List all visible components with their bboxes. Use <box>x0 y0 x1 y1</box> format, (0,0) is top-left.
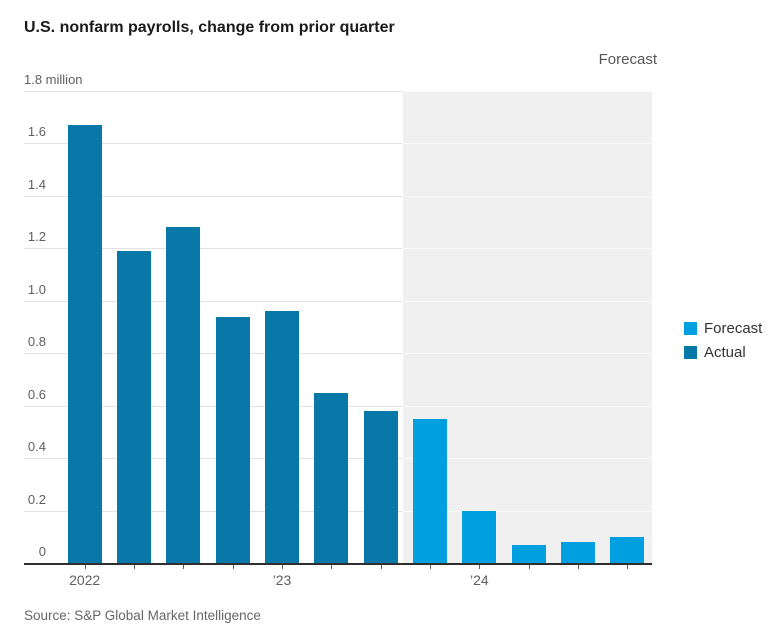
legend-swatch-icon <box>684 321 697 335</box>
source-text: Source: S&P Global Market Intelligence <box>24 608 261 623</box>
y-axis-tick-label: 0.8 <box>27 334 46 350</box>
y-axis-tick-label: 1.4 <box>27 176 46 192</box>
x-axis-tick <box>134 565 135 569</box>
forecast-region-label: Forecast <box>598 51 657 68</box>
x-axis-tick-label: ’23 <box>272 572 292 588</box>
bar-2023-q2 <box>314 392 349 563</box>
gridline <box>24 143 652 145</box>
y-axis-tick-label: 0.6 <box>27 386 46 402</box>
x-axis-tick <box>479 565 481 569</box>
y-axis-tick-label: 0.4 <box>27 439 46 455</box>
bar-2024-q3 <box>561 542 595 563</box>
legend-label: Actual <box>704 343 746 361</box>
legend-label: Forecast <box>704 319 763 337</box>
y-axis-tick-label: 1.2 <box>27 229 46 245</box>
bar-2024-q2 <box>511 544 546 563</box>
bar-2022-q1 <box>67 125 102 563</box>
bar-2023-q1 <box>265 311 299 563</box>
bar-2023-q4 <box>413 418 447 563</box>
x-axis-tick <box>430 565 431 569</box>
x-axis-tick <box>183 565 185 569</box>
legend-item-actual: Actual <box>684 343 762 361</box>
bar-2022-q2 <box>117 250 151 563</box>
x-axis-tick <box>578 565 579 569</box>
legend-item-forecast: Forecast <box>684 319 763 337</box>
x-axis-tick <box>282 565 283 569</box>
x-axis-tick <box>627 565 629 569</box>
gridline <box>24 91 652 92</box>
gridline <box>24 248 652 250</box>
gridline <box>24 195 652 197</box>
bar-2022-q4 <box>215 316 250 563</box>
bar-2023-q3 <box>363 410 398 563</box>
chart-title: U.S. nonfarm payrolls, change from prior… <box>24 19 395 36</box>
x-axis-tick <box>380 565 382 569</box>
x-axis-tick <box>232 565 234 569</box>
legend-swatch-icon <box>684 345 697 359</box>
x-axis-tick-label: ’24 <box>469 572 489 588</box>
x-axis-line <box>24 563 652 565</box>
gridline <box>24 300 652 302</box>
y-axis-tick-label: 1.8 million <box>24 72 83 87</box>
x-axis-tick <box>331 565 333 569</box>
x-axis-tick <box>84 565 86 569</box>
y-axis-tick-label: 1.0 <box>27 281 46 297</box>
x-axis-tick-label: 2022 <box>69 572 101 588</box>
legend: Forecast Actual <box>684 320 762 368</box>
bar-2022-q3 <box>166 227 201 563</box>
gridline <box>24 353 652 355</box>
y-axis-tick-label: 0.2 <box>27 491 46 507</box>
bar-2024-q1 <box>462 510 497 563</box>
y-axis-tick-label: 0 <box>38 544 46 559</box>
bar-2024-q4 <box>610 536 645 563</box>
y-axis-tick-label: 1.6 <box>27 124 46 140</box>
x-axis-tick <box>528 565 530 569</box>
